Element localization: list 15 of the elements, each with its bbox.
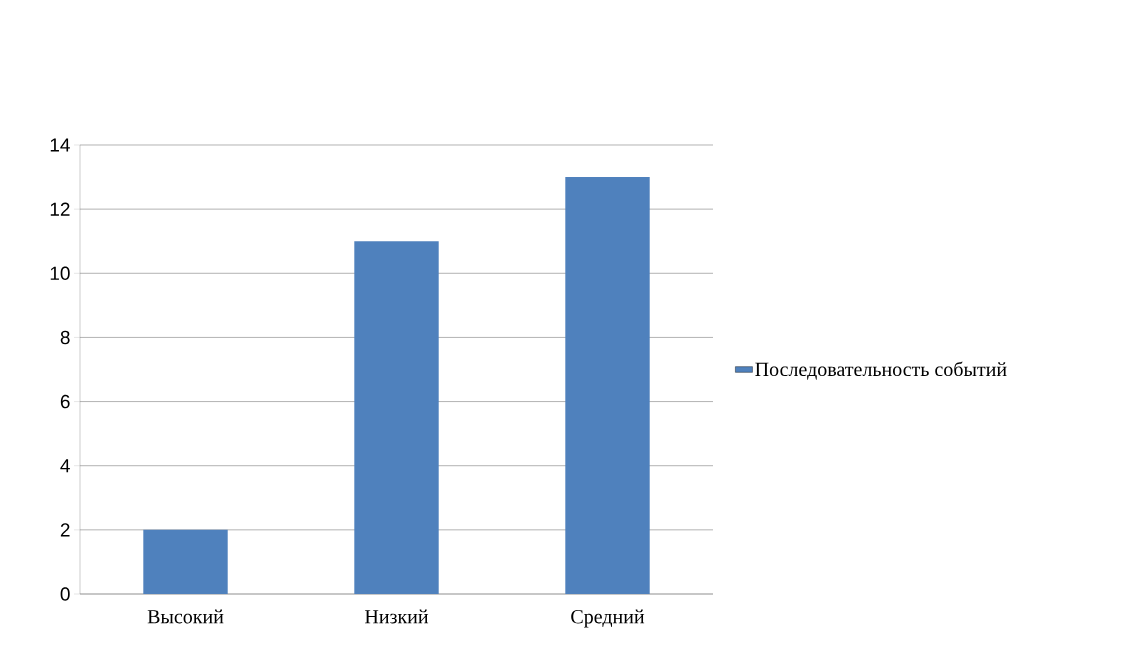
bar (143, 529, 228, 594)
y-tick-label: 12 (50, 202, 70, 216)
bar (565, 177, 650, 594)
y-tick-label: 2 (60, 523, 70, 537)
x-tick-label: Средний (571, 609, 645, 628)
y-tick-label: 4 (60, 459, 70, 473)
y-tick-label: 10 (50, 266, 70, 281)
y-tick-label: 8 (60, 330, 70, 345)
y-tick-label: 0 (60, 587, 70, 601)
x-tick-label: Низкий (365, 609, 429, 624)
legend-label: Последовательность событий (755, 361, 1007, 380)
y-tick-label: 6 (60, 394, 70, 409)
y-tick-label: 14 (50, 138, 70, 152)
bar (354, 241, 439, 594)
x-tick-label: Высокий (147, 609, 224, 624)
